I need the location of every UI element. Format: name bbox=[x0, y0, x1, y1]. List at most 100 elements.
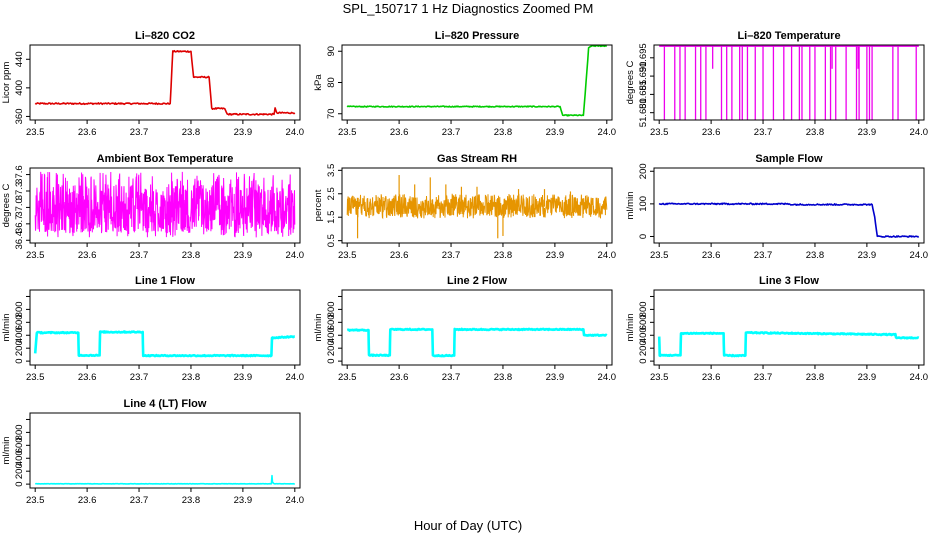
x-tick-label: 23.8 bbox=[494, 127, 513, 138]
data-series bbox=[346, 327, 608, 358]
panel-title: Ambient Box Temperature bbox=[97, 153, 234, 165]
chart-panel-3: Li–820 Temperature degrees C 23.5 23.6 23.7 2… bbox=[625, 30, 928, 138]
x-tick-label: 23.7 bbox=[442, 250, 461, 261]
x-tick-label: 24.0 bbox=[910, 127, 929, 138]
panel-title: Line 4 (LT) Flow bbox=[124, 398, 207, 410]
y-tick-label: 800 bbox=[326, 301, 337, 317]
x-tick-label: 23.5 bbox=[338, 372, 357, 383]
plot-frame bbox=[29, 289, 301, 366]
y-tick-label: 37.6 bbox=[14, 165, 25, 184]
x-tick-label: 23.7 bbox=[754, 250, 773, 261]
y-tick-label: 200 bbox=[14, 463, 25, 479]
chart-panel-4: Ambient Box Temperature degrees C 23.5 23.6… bbox=[1, 153, 304, 261]
plot-frame bbox=[341, 289, 613, 366]
x-tick-label: 23.6 bbox=[78, 372, 97, 383]
chart-panel-6: Sample Flow ml/min 23.5 23.6 23.7 23.8 23.9 24.… bbox=[625, 153, 928, 261]
y-tick-label: 400 bbox=[638, 327, 649, 343]
chart-panel-10: Line 4 (LT) Flow ml/min 23.5 23.6 23.7 23.8 23… bbox=[1, 398, 304, 506]
x-tick-label: 24.0 bbox=[286, 250, 305, 261]
y-tick-label: 0 bbox=[638, 234, 649, 239]
y-axis-label: Licor ppm bbox=[1, 62, 12, 104]
y-axis-label: ml/min bbox=[1, 437, 12, 465]
x-tick-label: 23.6 bbox=[390, 127, 409, 138]
y-tick-label: 90 bbox=[326, 46, 337, 57]
x-tick-label: 23.8 bbox=[806, 127, 825, 138]
x-tick-label: 24.0 bbox=[286, 372, 305, 383]
x-tick-label: 24.0 bbox=[286, 127, 305, 138]
panel-title: Gas Stream RH bbox=[437, 153, 517, 165]
y-tick-label: 400 bbox=[14, 450, 25, 466]
x-tick-label: 23.8 bbox=[182, 372, 201, 383]
y-tick-label: 36.4 bbox=[14, 231, 25, 250]
x-tick-label: 23.9 bbox=[234, 127, 253, 138]
panel-title: Li–820 Pressure bbox=[435, 30, 519, 42]
y-tick-label: 360 bbox=[14, 108, 25, 124]
x-tick-label: 23.6 bbox=[702, 372, 721, 383]
x-tick-label: 23.9 bbox=[546, 127, 565, 138]
y-tick-label: 200 bbox=[14, 340, 25, 356]
y-tick-label: 0.5 bbox=[326, 234, 337, 247]
x-tick-label: 23.5 bbox=[26, 250, 45, 261]
y-axis-label: kPa bbox=[313, 74, 324, 91]
series-line bbox=[34, 49, 296, 116]
chart-panel-1: Li–820 CO2 Licor ppm 23.5 23.6 23.7 23.8 23.9 2… bbox=[1, 30, 304, 138]
x-tick-label: 23.6 bbox=[390, 372, 409, 383]
series-line bbox=[658, 202, 920, 238]
x-tick-label: 23.6 bbox=[390, 250, 409, 261]
data-series bbox=[346, 44, 607, 117]
x-tick-label: 23.7 bbox=[130, 495, 149, 506]
series-line bbox=[657, 330, 920, 358]
chart-panel-7: Line 1 Flow ml/min 23.5 23.6 23.7 23.8 23.9 24.… bbox=[1, 275, 304, 383]
x-tick-label: 24.0 bbox=[286, 495, 305, 506]
x-tick-label: 23.7 bbox=[130, 250, 149, 261]
x-tick-label: 23.9 bbox=[858, 372, 877, 383]
x-tick-label: 23.5 bbox=[26, 372, 45, 383]
plot-frame bbox=[341, 44, 613, 121]
x-tick-label: 23.8 bbox=[182, 127, 201, 138]
x-tick-label: 23.6 bbox=[702, 127, 721, 138]
x-tick-label: 23.9 bbox=[546, 372, 565, 383]
chart-panel-5: Gas Stream RH percent 23.5 23.6 23.7 23.8 23.9… bbox=[313, 153, 616, 261]
x-tick-label: 23.5 bbox=[26, 495, 45, 506]
y-tick-label: 2.5 bbox=[326, 187, 337, 200]
x-axis-caption: Hour of Day (UTC) bbox=[413, 518, 523, 533]
y-tick-label: 200 bbox=[326, 340, 337, 356]
y-tick-label: 0 bbox=[326, 358, 337, 363]
y-axis-label: ml/min bbox=[313, 314, 324, 342]
series-line bbox=[346, 44, 607, 117]
y-axis-label: degrees C bbox=[625, 60, 636, 104]
x-tick-label: 23.9 bbox=[858, 127, 877, 138]
panel-title: Li–820 Temperature bbox=[737, 30, 840, 42]
y-tick-label: 36.7 bbox=[14, 215, 25, 234]
x-tick-label: 23.6 bbox=[78, 495, 97, 506]
plot-frame bbox=[29, 167, 301, 244]
plot-frame bbox=[341, 167, 613, 244]
y-axis-label: degrees C bbox=[1, 183, 12, 227]
x-tick-label: 23.9 bbox=[234, 495, 253, 506]
y-tick-label: 400 bbox=[326, 327, 337, 343]
chart-panel-8: Line 2 Flow ml/min 23.5 23.6 23.7 23.8 23.9 24.… bbox=[313, 275, 616, 383]
x-tick-label: 23.5 bbox=[650, 127, 669, 138]
panel-title: Sample Flow bbox=[755, 153, 823, 165]
data-series bbox=[34, 171, 296, 238]
y-tick-label: 600 bbox=[326, 314, 337, 330]
y-tick-label: 200 bbox=[638, 163, 649, 179]
panel-title: Line 1 Flow bbox=[135, 275, 195, 287]
y-tick-label: 0 bbox=[14, 358, 25, 363]
x-tick-label: 23.5 bbox=[650, 250, 669, 261]
series-line bbox=[346, 327, 608, 358]
figure-title: SPL_150717 1 Hz Diagnostics Zoomed PM bbox=[342, 1, 594, 16]
y-tick-label: 1.5 bbox=[326, 211, 337, 224]
x-tick-label: 23.5 bbox=[338, 250, 357, 261]
y-tick-label: 400 bbox=[14, 327, 25, 343]
x-tick-label: 23.7 bbox=[754, 372, 773, 383]
y-tick-label: 51.680 bbox=[638, 98, 649, 127]
x-tick-label: 23.9 bbox=[234, 250, 253, 261]
y-tick-label: 400 bbox=[14, 80, 25, 96]
y-tick-label: 800 bbox=[638, 301, 649, 317]
y-tick-label: 600 bbox=[14, 314, 25, 330]
data-series bbox=[657, 330, 920, 358]
x-tick-label: 23.8 bbox=[806, 372, 825, 383]
plot-frame bbox=[29, 412, 301, 489]
